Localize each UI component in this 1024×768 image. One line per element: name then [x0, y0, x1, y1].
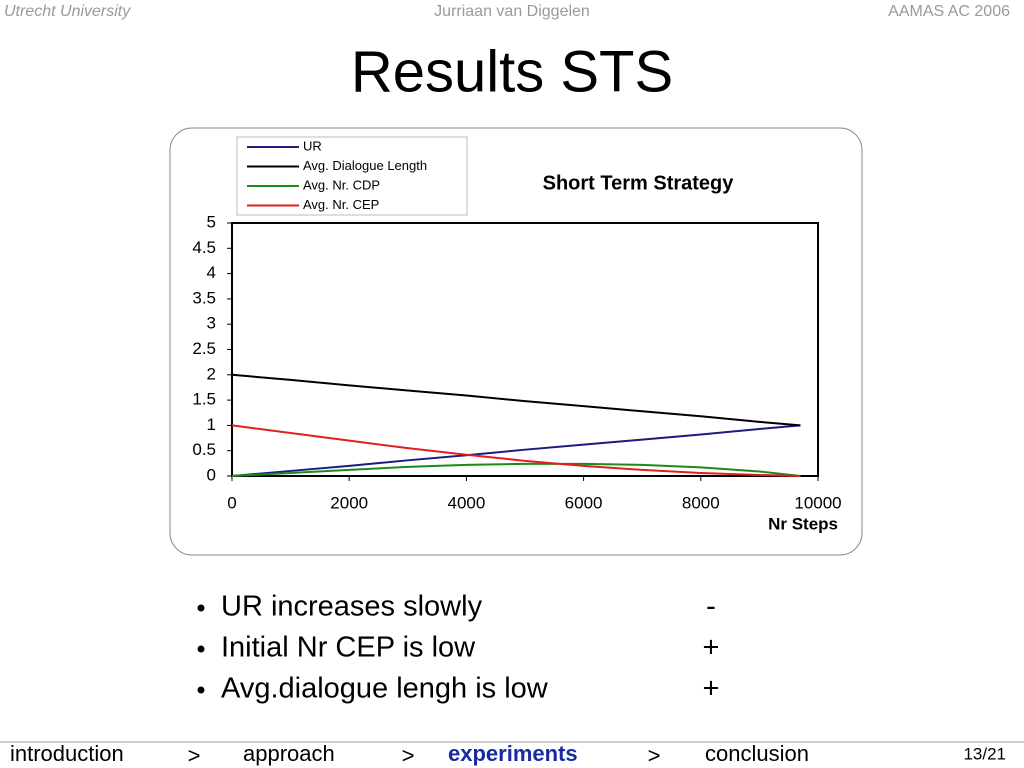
- header-left: Utrecht University: [4, 3, 131, 20]
- x-axis-label: Nr Steps: [768, 514, 838, 533]
- series-line: [231, 462, 801, 477]
- nav-separator: >: [402, 743, 415, 768]
- bullet-dot: [197, 686, 205, 694]
- y-tick-label: 4: [207, 263, 216, 282]
- nav-separator: >: [188, 743, 201, 768]
- legend-label: Avg. Nr. CDP: [303, 177, 380, 192]
- bullet-mark: +: [703, 673, 720, 705]
- plot-frame: [231, 222, 819, 477]
- x-tick-label: 0: [227, 493, 236, 512]
- x-tick-label: 6000: [565, 493, 603, 512]
- y-tick-label: 1: [207, 415, 216, 434]
- nav-item[interactable]: conclusion: [705, 741, 809, 766]
- y-tick-label: 2: [207, 364, 216, 383]
- nav-item-active[interactable]: experiments: [448, 741, 578, 766]
- legend-box: [236, 136, 468, 216]
- y-tick-label: 3.5: [192, 288, 216, 307]
- bullet-mark: -: [706, 591, 716, 623]
- series-line: [231, 424, 801, 477]
- series-line: [231, 424, 801, 477]
- bullet-text: UR increases slowly: [221, 591, 483, 623]
- legend-label: Avg. Nr. CEP: [303, 197, 379, 212]
- bullet-mark: +: [703, 632, 720, 664]
- slide-title: Results STS: [351, 39, 673, 104]
- nav-separator: >: [648, 743, 661, 768]
- bullet-text: Avg.dialogue lengh is low: [221, 673, 549, 705]
- y-tick-label: 5: [207, 212, 216, 231]
- nav-item[interactable]: introduction: [10, 741, 124, 766]
- page-number: 13/21: [963, 744, 1006, 763]
- x-tick-label: 8000: [682, 493, 720, 512]
- x-tick-label: 10000: [794, 493, 841, 512]
- series-line: [231, 373, 801, 427]
- y-tick-label: 3: [207, 314, 216, 333]
- y-tick-label: 1.5: [192, 390, 216, 409]
- y-tick-label: 0: [207, 465, 216, 484]
- chart-panel: [169, 127, 863, 556]
- header-center: Jurriaan van Diggelen: [434, 3, 590, 20]
- bullet-dot: [197, 645, 205, 653]
- bullet-dot: [197, 604, 205, 612]
- chart-title: Short Term Strategy: [543, 172, 735, 194]
- legend-label: Avg. Dialogue Length: [303, 158, 427, 173]
- y-tick-label: 4.5: [192, 238, 216, 257]
- header-right: AAMAS AC 2006: [888, 3, 1010, 20]
- y-tick-label: 0.5: [192, 440, 216, 459]
- x-tick-label: 4000: [447, 493, 485, 512]
- bullet-text: Initial Nr CEP is low: [221, 632, 476, 664]
- x-tick-label: 2000: [330, 493, 368, 512]
- legend-label: UR: [303, 138, 322, 153]
- y-tick-label: 2.5: [192, 339, 216, 358]
- nav-item[interactable]: approach: [243, 741, 335, 766]
